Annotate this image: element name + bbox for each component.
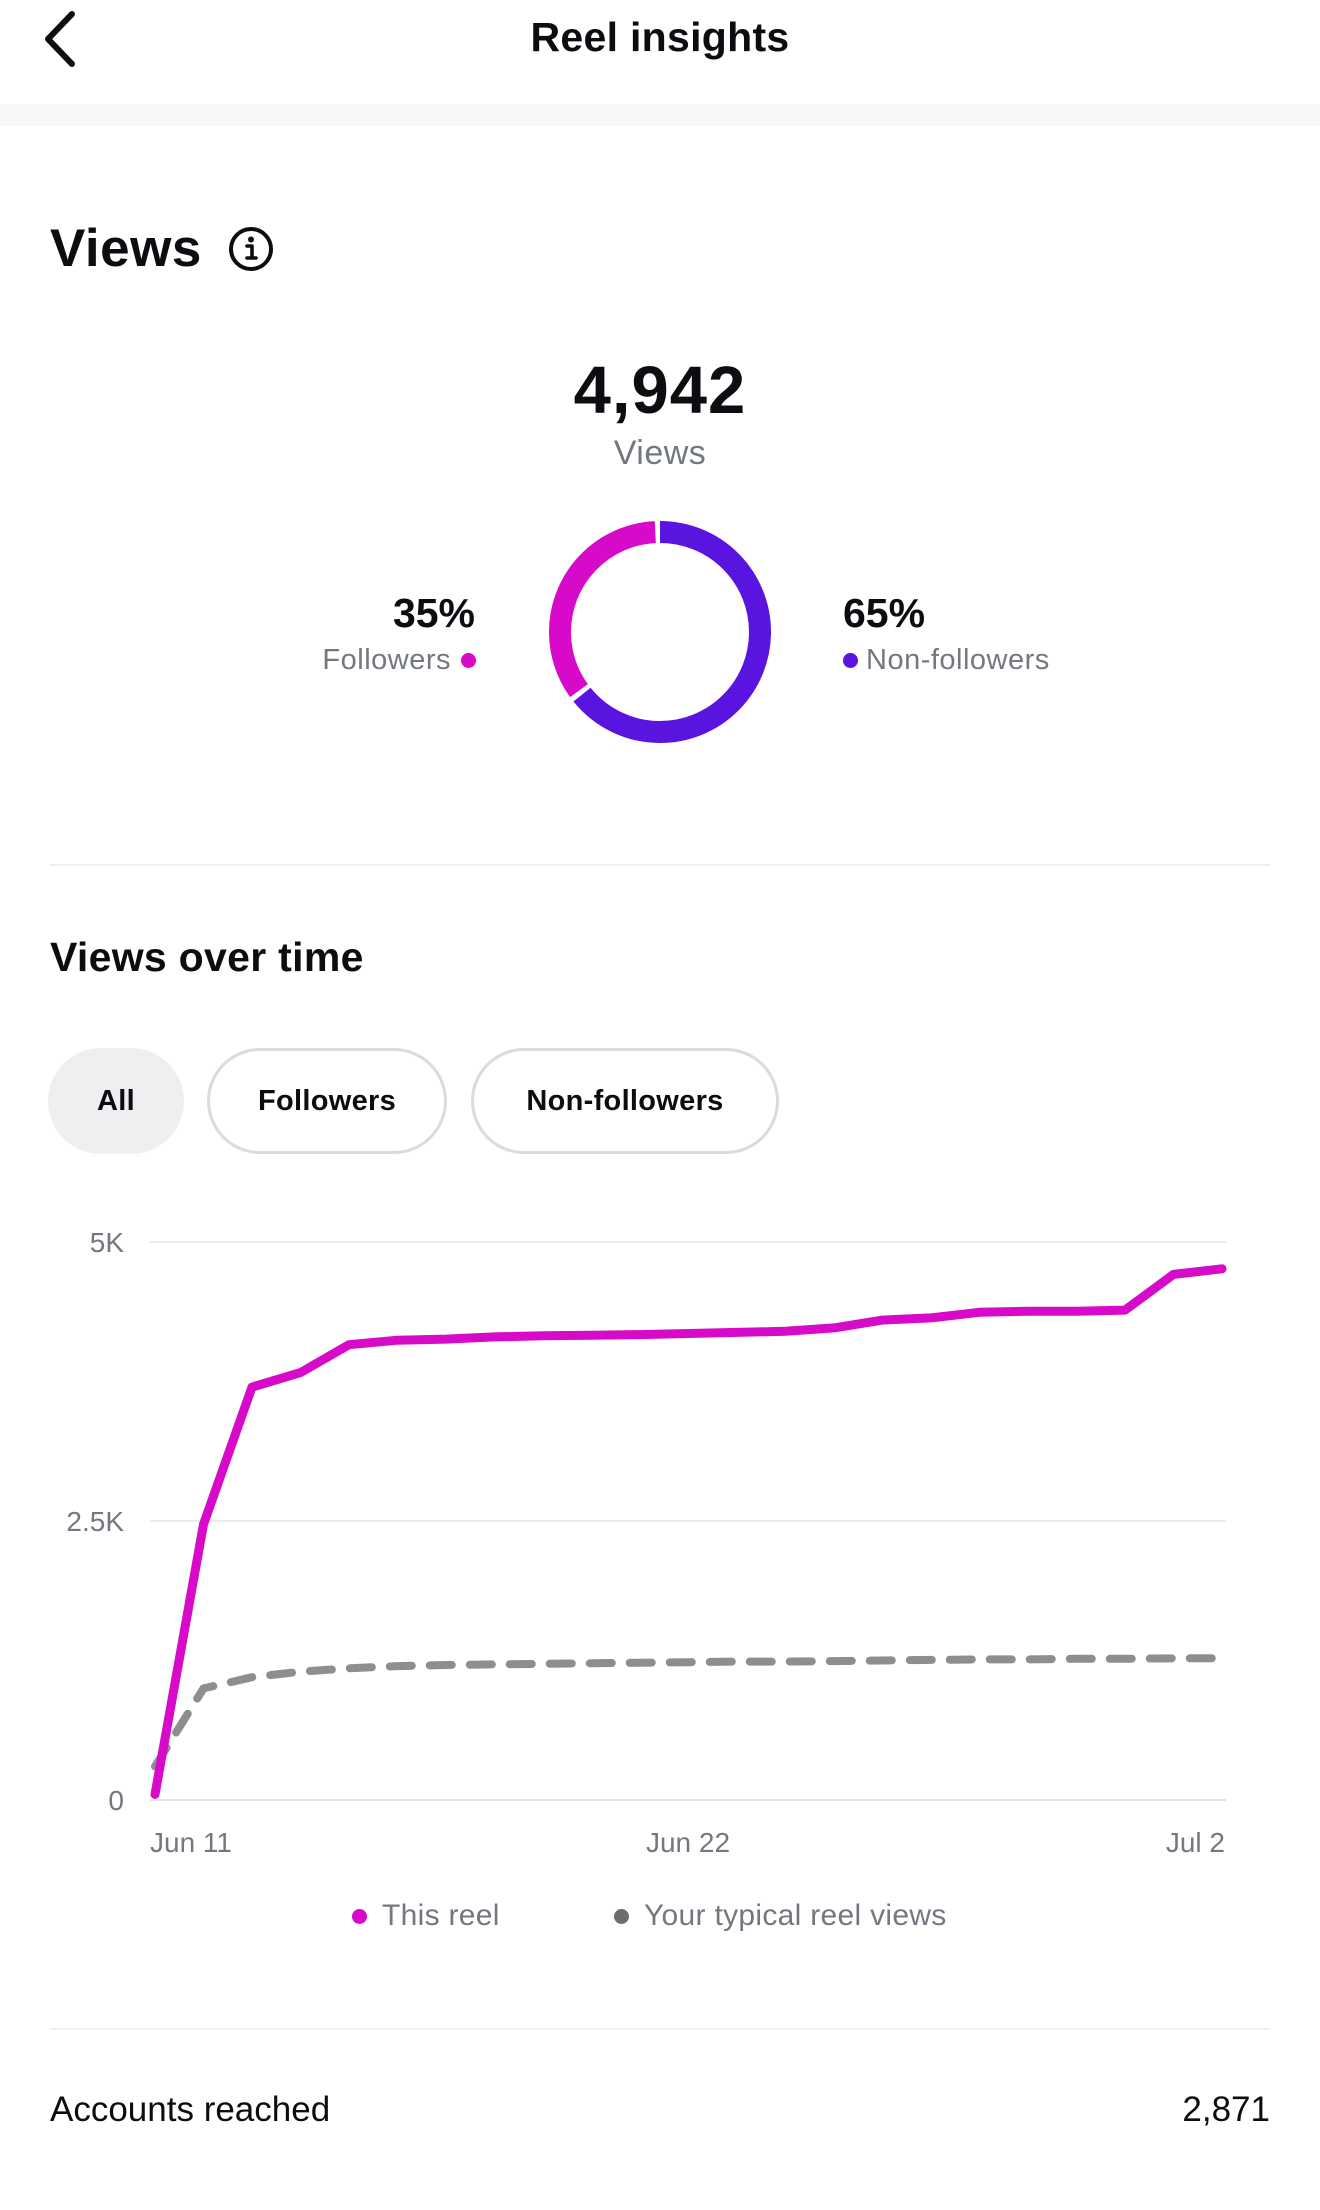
y-tick-label: 0 — [108, 1785, 124, 1816]
legend-this-reel: This reel — [352, 1896, 500, 1936]
y-tick-label: 5K — [90, 1227, 125, 1258]
header-divider — [0, 104, 1320, 126]
legend-typical-views: Your typical reel views — [614, 1896, 947, 1936]
views-over-time-chart: 0 2.5K 5K Jun 11 Jun 22 Jul 2 — [66, 1227, 1227, 1858]
views-over-time-title: Views over time — [50, 934, 364, 980]
section-divider — [50, 2028, 1270, 2030]
filter-chip-non-followers[interactable]: Non-followers — [471, 1048, 779, 1154]
followers-percent: 35% — [392, 590, 475, 636]
this-reel-dot — [352, 1908, 367, 1924]
followers-legend: Followers — [322, 644, 476, 677]
legend-this-reel-label: This reel — [382, 1899, 500, 1932]
non-followers-label: Non-followers — [866, 644, 1050, 676]
series-line-typical-views — [151, 1654, 1226, 1771]
x-tick-label: Jun 11 — [150, 1827, 232, 1858]
chevron-left-icon — [45, 11, 75, 67]
total-views-label: Views — [613, 434, 707, 472]
info-icon[interactable] — [226, 224, 276, 274]
x-tick-label: Jul 2 — [1166, 1827, 1225, 1858]
series-line-this-reel — [150, 1264, 1227, 1799]
legend-typical-label: Your typical reel views — [644, 1899, 947, 1932]
top-bar: Reel insights — [0, 0, 1320, 104]
followers-dot — [461, 653, 476, 668]
filter-chip-followers[interactable]: Followers — [207, 1048, 447, 1154]
back-button[interactable] — [30, 4, 90, 74]
typical-views-dot — [614, 1908, 629, 1924]
accounts-reached-value: 2,871 — [1182, 2090, 1270, 2129]
total-views-value: 4,942 — [573, 353, 747, 428]
accounts-reached-label: Accounts reached — [50, 2090, 331, 2129]
views-section-title: Views — [50, 219, 202, 278]
y-tick-label: 2.5K — [66, 1506, 124, 1537]
donut-segment-followers — [549, 521, 771, 743]
filter-chip-all[interactable]: All — [48, 1048, 184, 1154]
non-followers-percent: 65% — [843, 590, 926, 636]
followers-label: Followers — [322, 644, 451, 676]
section-divider — [50, 864, 1270, 866]
non-followers-dot — [843, 653, 858, 668]
views-donut-chart — [549, 521, 771, 743]
x-tick-label: Jun 22 — [646, 1827, 730, 1858]
filter-chip-label: Followers — [257, 1084, 397, 1117]
non-followers-legend: Non-followers — [843, 644, 1050, 677]
filter-chip-label: All — [97, 1084, 135, 1117]
page-title: Reel insights — [530, 14, 790, 60]
filter-chip-label: Non-followers — [526, 1084, 724, 1117]
donut-segment-non-followers — [549, 521, 771, 743]
